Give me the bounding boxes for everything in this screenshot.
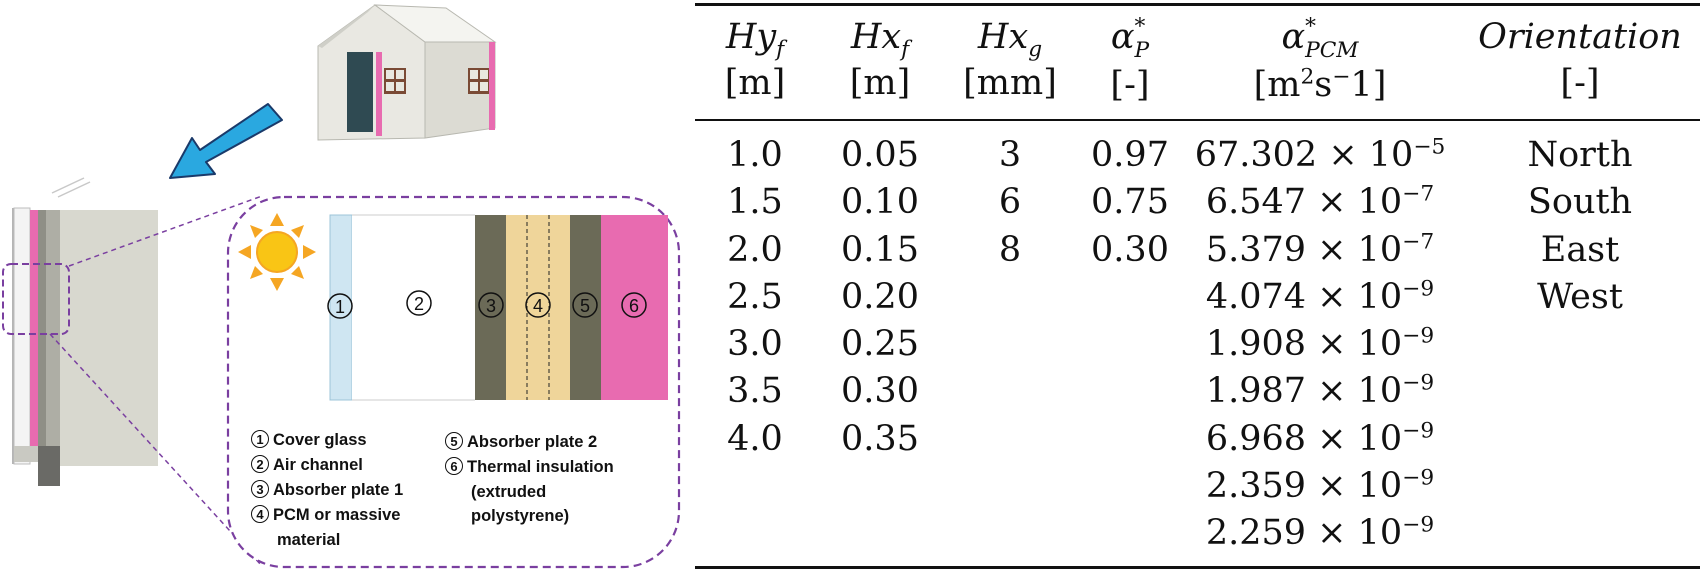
- table-cell: 0.20: [841, 276, 919, 317]
- column-header: Hxg [mm]: [963, 17, 1057, 103]
- wall-layers: [329, 214, 668, 401]
- table-cell: East: [1540, 229, 1620, 270]
- svg-text:3: 3: [486, 296, 496, 316]
- sun-icon: [238, 213, 316, 291]
- legend-item: 1 Cover glass: [251, 428, 441, 453]
- table-cell: 0.35: [841, 418, 919, 459]
- legend-item: 4 PCM or massive: [251, 503, 441, 528]
- table-cell: 3.0: [727, 324, 783, 365]
- table-cell: 1.908 × 10−9: [1205, 323, 1435, 365]
- table-cell: 5.379 × 10−7: [1205, 228, 1435, 270]
- layer-number-6: 6: [621, 292, 647, 318]
- table-cell: 6.547 × 10−7: [1205, 181, 1435, 223]
- table-cell: 0.30: [841, 371, 919, 412]
- table-header-rule: [695, 119, 1700, 121]
- table-cell: 4.0: [727, 418, 783, 459]
- layer-number-2: 2: [406, 290, 432, 316]
- wall-diagram: 1 2 3 4 5 6: [2, 4, 681, 569]
- table-bottom-rule: [695, 566, 1700, 569]
- table-cell: 6: [998, 182, 1022, 223]
- svg-text:1: 1: [335, 297, 345, 317]
- column-header: α * PCM [m2s−1]: [1253, 13, 1387, 106]
- legend-item: 3 Absorber plate 1: [251, 478, 441, 503]
- table-cell: 3: [998, 135, 1022, 175]
- table-top-rule: [695, 3, 1700, 6]
- building-3d-icon: [317, 4, 497, 141]
- table-cell: 0.97: [1091, 135, 1169, 175]
- table-cell: 4.074 × 10−9: [1205, 276, 1435, 317]
- table-cell: 8: [998, 229, 1022, 270]
- table-cell: 0.15: [841, 229, 919, 270]
- table-cell: 0.10: [841, 182, 919, 223]
- column-header: Hyf [m]: [724, 17, 786, 103]
- table-cell: 67.302 × 10−5: [1194, 134, 1446, 175]
- svg-text:2: 2: [414, 294, 424, 314]
- svg-text:6: 6: [629, 296, 639, 316]
- arrow-icon: [169, 103, 283, 179]
- layer-number-4: 4: [525, 292, 551, 318]
- table-cell: 0.30: [1091, 229, 1169, 270]
- table-cell: 0.75: [1091, 182, 1169, 223]
- table-cell: 1.987 × 10−9: [1205, 370, 1435, 412]
- layer-number-1: 1: [327, 293, 353, 319]
- legend-item-continuation: (extruded: [471, 483, 547, 501]
- parameter-table: Hyf [m] 1.0 1.5 2.0 2.5 3.0 3.5 4.0 Hxf [m] 0.…: [695, 0, 1700, 572]
- table-cell: 2.0: [727, 229, 783, 270]
- table-cell: 3.5: [727, 371, 783, 412]
- legend-item: 5 Absorber plate 2: [445, 430, 685, 455]
- table-cell: North: [1527, 135, 1633, 175]
- svg-text:4: 4: [533, 296, 543, 316]
- legend-item-continuation: material: [277, 531, 341, 549]
- legend-left: 1 Cover glass 2 Air channel 3 Absorber plat…: [251, 428, 441, 552]
- legend-item: 6 Thermal insulation: [445, 455, 685, 480]
- wall-section: [12, 177, 158, 486]
- svg-text:5: 5: [580, 296, 590, 316]
- table-cell: 0.25: [841, 324, 919, 365]
- legend-right: 5 Absorber plate 2 6 Thermal insulation (e…: [445, 430, 685, 528]
- table-cell: 2.259 × 10−9: [1205, 512, 1435, 554]
- table-cell: South: [1527, 182, 1633, 223]
- column-header: α * P [-]: [1110, 13, 1150, 106]
- legend-item: 2 Air channel: [251, 453, 441, 478]
- legend-item-continuation: polystyrene): [471, 507, 570, 525]
- table-cell: 6.968 × 10−9: [1205, 418, 1435, 459]
- table-cell: 0.05: [841, 135, 919, 175]
- layer-number-5: 5: [572, 292, 598, 318]
- table-cell: 2.359 × 10−9: [1205, 465, 1435, 507]
- table-cell: 2.5: [727, 276, 783, 317]
- table-cell: West: [1537, 276, 1623, 317]
- column-header: Orientation [-]: [1478, 17, 1682, 103]
- table-cell: 1.0: [727, 135, 783, 175]
- column-header: Hxf [m]: [849, 17, 911, 103]
- layer-number-3: 3: [478, 292, 504, 318]
- table-cell: 1.5: [727, 182, 783, 223]
